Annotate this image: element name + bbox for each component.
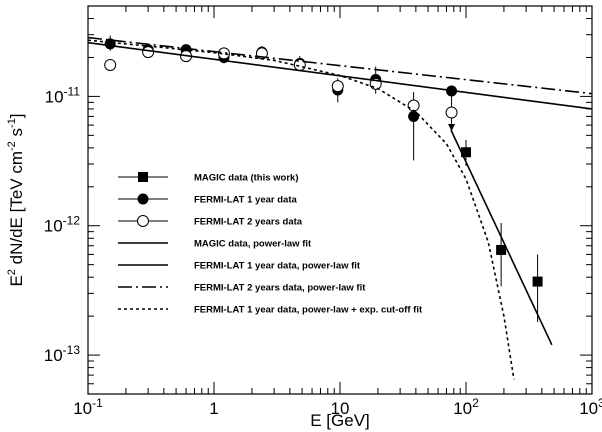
legend-label: FERMI-LAT 2 years data — [194, 217, 303, 228]
legend-label: FERMI-LAT 2 years data, power-law fit — [194, 283, 366, 294]
fit-line-3 — [88, 36, 592, 95]
legend-swatch-marker — [138, 172, 148, 182]
legend-label: MAGIC data (this work) — [194, 173, 299, 184]
legend-swatch-marker — [137, 215, 149, 227]
y-axis-label: E2 dN/dE [TeV cm-2 s-1] — [6, 113, 26, 286]
series-2 — [104, 35, 458, 161]
data-point — [496, 244, 507, 255]
fit-line-1 — [450, 129, 553, 346]
x-tick-label: 102 — [453, 396, 479, 418]
data-point — [408, 110, 420, 122]
data-point — [142, 46, 155, 59]
data-point — [461, 147, 471, 158]
x-tick-label: 10-1 — [73, 396, 103, 418]
legend-entry-5: FERMI-LAT 1 year data, power-law fit — [118, 261, 361, 272]
data-layer — [104, 35, 543, 323]
legend-entry-1: MAGIC data (this work) — [118, 172, 299, 184]
legend-label: FERMI-LAT 1 year data, power-law fit — [194, 261, 361, 272]
legend-label: MAGIC data, power-law fit — [194, 239, 312, 250]
x-tick-label: 10 — [331, 399, 350, 418]
data-point — [331, 80, 344, 93]
data-point — [407, 99, 420, 112]
series-1 — [461, 140, 543, 323]
fit-line-4 — [88, 39, 515, 380]
legend-entry-4: MAGIC data, power-law fit — [118, 239, 312, 250]
legend-entry-3: FERMI-LAT 2 years data — [118, 215, 303, 228]
data-point — [532, 276, 543, 287]
legend-entry-6: FERMI-LAT 2 years data, power-law fit — [118, 283, 366, 294]
legend-swatch-marker — [137, 193, 149, 205]
y-tick-label: 10-11 — [45, 84, 81, 106]
y-tick-label: 10-13 — [44, 343, 81, 365]
data-point — [104, 58, 117, 71]
y-tick-label: 10-12 — [44, 214, 81, 236]
plot-frame — [87, 5, 593, 395]
legend-label: FERMI-LAT 1 year data — [194, 195, 297, 206]
legend-entry-2: FERMI-LAT 1 year data — [118, 193, 297, 206]
x-axis-label: E [GeV] — [310, 411, 370, 430]
legend-label: FERMI-LAT 1 year data, power-law + exp. … — [194, 305, 423, 316]
data-point — [217, 47, 230, 60]
legend: MAGIC data (this work) FERMI-LAT 1 year d… — [118, 172, 423, 316]
data-point — [445, 106, 458, 119]
x-tick-label: 1 — [209, 399, 218, 418]
fit-layer — [88, 36, 592, 380]
series-3 — [104, 46, 458, 119]
arrow-head — [448, 124, 456, 132]
x-tick-label: 103 — [579, 396, 602, 418]
legend-entry-7: FERMI-LAT 1 year data, power-law + exp. … — [118, 305, 423, 316]
